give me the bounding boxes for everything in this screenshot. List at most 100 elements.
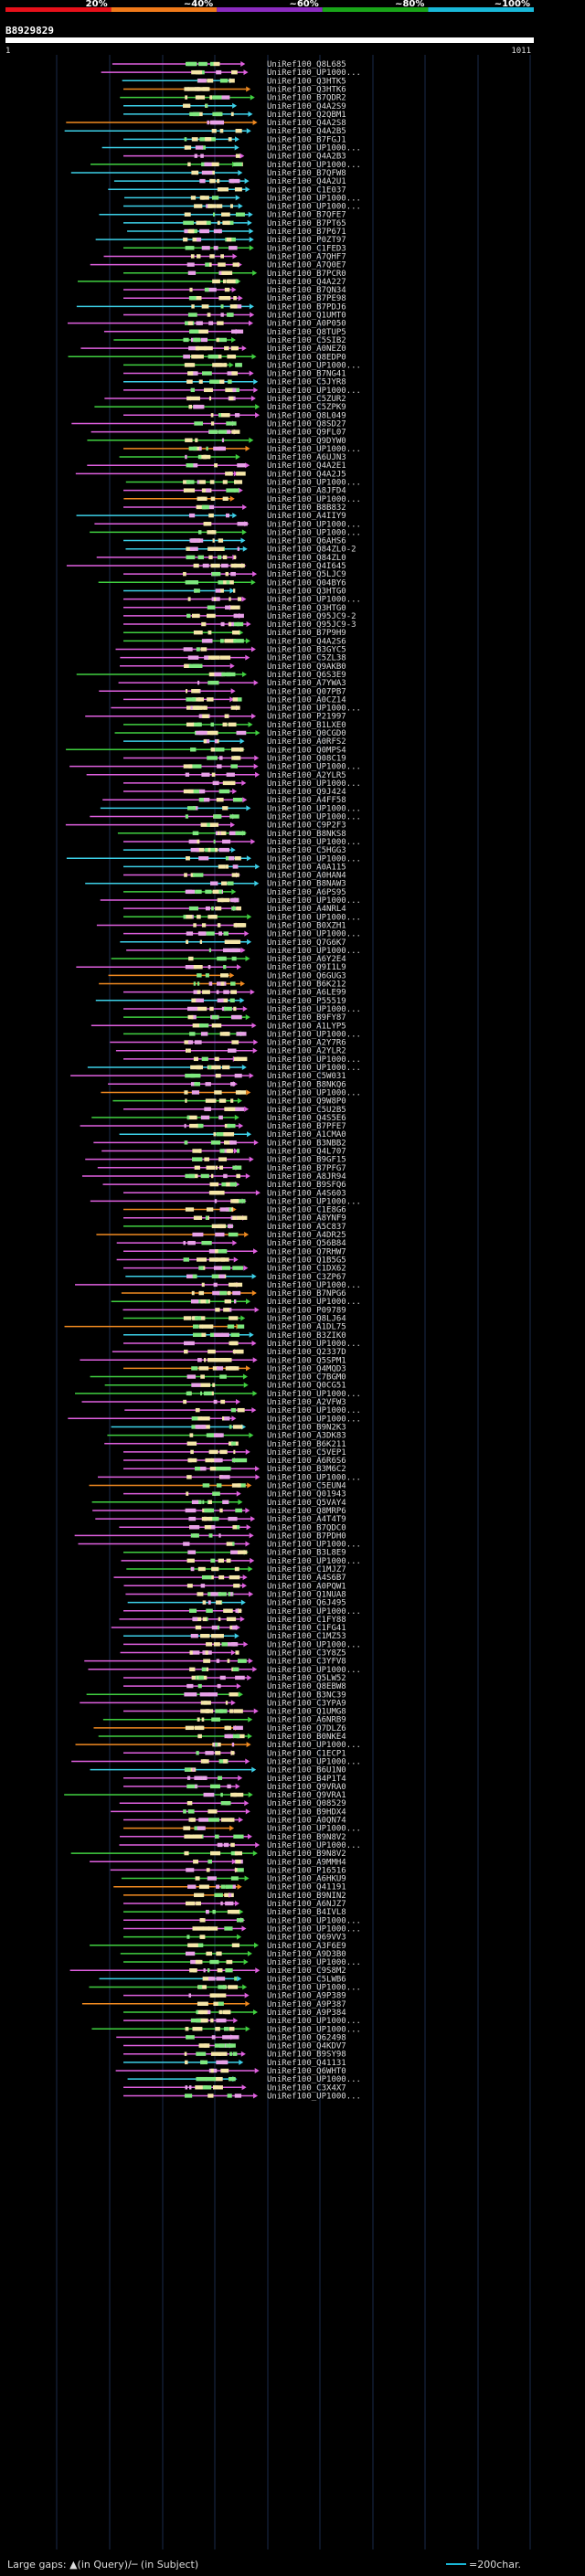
hit-label[interactable]: UniRef100_B6K211 — [267, 1440, 346, 1449]
hit-row[interactable]: UniRef100_UP1000... — [123, 1924, 361, 1934]
hit-row[interactable]: UniRef100_A6NJZ7 — [123, 1900, 346, 1909]
hit-label[interactable]: UniRef100_UP1000... — [267, 930, 361, 939]
hit-row[interactable]: UniRef100_Q7G6K7 — [120, 938, 346, 948]
hit-row[interactable]: UniRef100_A0NEZ0 — [80, 345, 346, 354]
hit-label[interactable]: UniRef100_B9N8V2 — [267, 1833, 346, 1842]
hit-label[interactable]: UniRef100_A7Q0E7 — [267, 261, 346, 270]
hit-row[interactable]: UniRef100_UP1000... — [123, 387, 361, 396]
hit-label[interactable]: UniRef100_A6LE99 — [267, 989, 346, 998]
hit-row[interactable]: UniRef100_C1FED3 — [123, 244, 346, 253]
hit-label[interactable]: UniRef100_UP1000... — [267, 528, 361, 537]
hit-label[interactable]: UniRef100_A8JR94 — [267, 1172, 346, 1182]
hit-label[interactable]: UniRef100_UP1000... — [267, 387, 361, 396]
hit-label[interactable]: UniRef100_A7YWA3 — [267, 679, 346, 688]
hit-row[interactable]: UniRef100_UP1000... — [111, 1298, 361, 1307]
hit-label[interactable]: UniRef100_B7PT65 — [267, 219, 346, 228]
hit-row[interactable]: UniRef100_A0P050 — [67, 320, 346, 329]
hit-label[interactable]: UniRef100_Q9W8P0 — [267, 1097, 346, 1107]
hit-label[interactable]: UniRef100_UP1000... — [267, 2025, 361, 2034]
hit-row[interactable]: UniRef100_Q1UMT0 — [123, 312, 346, 321]
hit-row[interactable]: UniRef100_A6Y2E4 — [111, 955, 346, 964]
hit-label[interactable]: UniRef100_UP1000... — [267, 1741, 361, 1750]
hit-row[interactable]: UniRef100_Q69VV3 — [123, 1934, 346, 1943]
hit-label[interactable]: UniRef100_C5ZUR2 — [267, 395, 346, 404]
hit-label[interactable]: UniRef100_P55519 — [267, 997, 346, 1006]
hit-label[interactable]: UniRef100_Q3HTG0 — [267, 604, 346, 613]
hit-label[interactable]: UniRef100_UP1000... — [267, 69, 361, 78]
hit-label[interactable]: UniRef100_B9N2K3 — [267, 1423, 346, 1432]
hit-label[interactable]: UniRef100_Q9AKB0 — [267, 663, 346, 672]
hit-label[interactable]: UniRef100_C1MJZ7 — [267, 1565, 346, 1574]
hit-row[interactable]: UniRef100_Q4MQD3 — [123, 1364, 346, 1373]
hit-row[interactable]: UniRef100_UP1000... — [123, 596, 361, 605]
hit-label[interactable]: UniRef100_Q4KDV7 — [267, 2042, 346, 2051]
hit-label[interactable]: UniRef100_Q4A2U1 — [267, 177, 346, 186]
hit-row[interactable]: UniRef100_UP1000... — [121, 1557, 361, 1566]
hit-row[interactable]: UniRef100_Q8TUP5 — [103, 328, 346, 337]
hit-label[interactable]: UniRef100_Q4A2E1 — [267, 461, 346, 471]
hit-row[interactable]: UniRef100_A4IIY9 — [76, 512, 346, 521]
hit-label[interactable]: UniRef100_B7PE98 — [267, 294, 346, 303]
hit-row[interactable]: UniRef100_Q41131 — [123, 2059, 346, 2068]
hit-label[interactable]: UniRef100_UP1000... — [267, 1406, 361, 1415]
hit-label[interactable]: UniRef100_C1FY88 — [267, 1616, 346, 1625]
hit-label[interactable]: UniRef100_UP1000... — [267, 520, 361, 529]
hit-row[interactable]: UniRef100_UP1000... — [123, 1640, 361, 1649]
hit-row[interactable]: UniRef100_C3YPA9 — [80, 1699, 346, 1708]
hit-label[interactable]: UniRef100_A0P050 — [267, 320, 346, 329]
hit-row[interactable]: UniRef100_C7BGM0 — [90, 1373, 346, 1383]
hit-label[interactable]: UniRef100_UP1000... — [267, 1924, 361, 1934]
hit-label[interactable]: UniRef100_UP1000... — [267, 144, 361, 154]
hit-label[interactable]: UniRef100_B7NG41 — [267, 370, 346, 379]
hit-row[interactable]: UniRef100_Q3HTK5 — [122, 77, 346, 86]
hit-row[interactable]: UniRef100_A7YWA3 — [118, 679, 346, 688]
hit-row[interactable]: UniRef100_Q9W8P0 — [112, 1097, 346, 1107]
hit-row[interactable]: UniRef100_Q3HTG0 — [123, 604, 346, 613]
hit-label[interactable]: UniRef100_UP1000... — [267, 779, 361, 789]
hit-row[interactable]: UniRef100_Q56B84 — [116, 1239, 346, 1248]
hit-label[interactable]: UniRef100_UP1000... — [267, 445, 361, 454]
hit-label[interactable]: UniRef100_Q4A2S8 — [267, 119, 346, 128]
hit-label[interactable]: UniRef100_C5ZPK9 — [267, 403, 346, 412]
hit-label[interactable]: UniRef100_UP1000... — [267, 1415, 361, 1424]
hit-row[interactable]: UniRef100_B7QFW8 — [70, 169, 346, 178]
hit-row[interactable]: UniRef100_UP1000... — [71, 1757, 361, 1766]
hit-row[interactable]: UniRef100_Q4A2S9 — [123, 102, 346, 111]
hit-label[interactable]: UniRef100_Q01943 — [267, 1490, 346, 1500]
hit-label[interactable]: UniRef100_UP1000... — [267, 913, 361, 922]
hit-row[interactable]: UniRef100_C5EUN4 — [89, 1482, 346, 1491]
hit-label[interactable]: UniRef100_UP1000... — [267, 1557, 361, 1566]
hit-row[interactable]: UniRef100_UP1000... — [90, 528, 361, 537]
hit-row[interactable]: UniRef100_Q7DLZ6 — [93, 1724, 346, 1733]
hit-label[interactable]: UniRef100_A1DL75 — [267, 1323, 346, 1332]
hit-row[interactable]: UniRef100_A2VFW3 — [81, 1398, 346, 1407]
hit-row[interactable]: UniRef100_A3DK83 — [107, 1432, 346, 1441]
hit-row[interactable]: UniRef100_B7NPG6 — [121, 1289, 346, 1299]
hit-row[interactable]: UniRef100_C1MZ53 — [123, 1632, 346, 1641]
hit-row[interactable]: UniRef100_C3Y8Z5 — [120, 1649, 346, 1659]
hit-row[interactable]: UniRef100_Q4A2B3 — [123, 153, 346, 162]
hit-row[interactable]: UniRef100_Q9VRA1 — [64, 1791, 346, 1800]
hit-row[interactable]: UniRef100_C1MJZ7 — [126, 1565, 346, 1574]
hit-row[interactable]: UniRef100_A0QN74 — [123, 1817, 346, 1826]
hit-label[interactable]: UniRef100_Q4A2B5 — [267, 127, 346, 136]
hit-row[interactable]: UniRef100_A1CMA0 — [119, 1130, 346, 1140]
hit-row[interactable]: UniRef100_A0RFS2 — [123, 737, 346, 747]
hit-row[interactable]: UniRef100_Q07PB7 — [99, 687, 346, 696]
hit-label[interactable]: UniRef100_A4DR25 — [267, 1231, 346, 1240]
hit-row[interactable]: UniRef100_UP1000... — [126, 947, 361, 956]
hit-row[interactable]: UniRef100_Q9DYW0 — [87, 437, 346, 446]
hit-row[interactable]: UniRef100_Q7RHW7 — [123, 1247, 346, 1256]
hit-label[interactable]: UniRef100_C1ECP1 — [267, 1749, 346, 1758]
hit-row[interactable]: UniRef100_C5SIB2 — [113, 336, 346, 345]
hit-row[interactable]: UniRef100_Q5SPM1 — [80, 1356, 346, 1365]
hit-label[interactable]: UniRef100_Q9VRA1 — [267, 1791, 346, 1800]
hit-label[interactable]: UniRef100_C1E037 — [267, 186, 346, 195]
hit-row[interactable]: UniRef100_P16516 — [110, 1866, 346, 1875]
hit-label[interactable]: UniRef100_UP1000... — [267, 1298, 361, 1307]
hit-row[interactable]: UniRef100_B9SFQ6 — [102, 1181, 346, 1190]
hit-row[interactable]: UniRef100_B3GYC5 — [115, 646, 346, 655]
hit-label[interactable]: UniRef100_Q4A2S9 — [267, 102, 346, 111]
hit-label[interactable]: UniRef100_C5EUN4 — [267, 1482, 346, 1491]
hit-label[interactable]: UniRef100_Q7RHW7 — [267, 1247, 346, 1256]
